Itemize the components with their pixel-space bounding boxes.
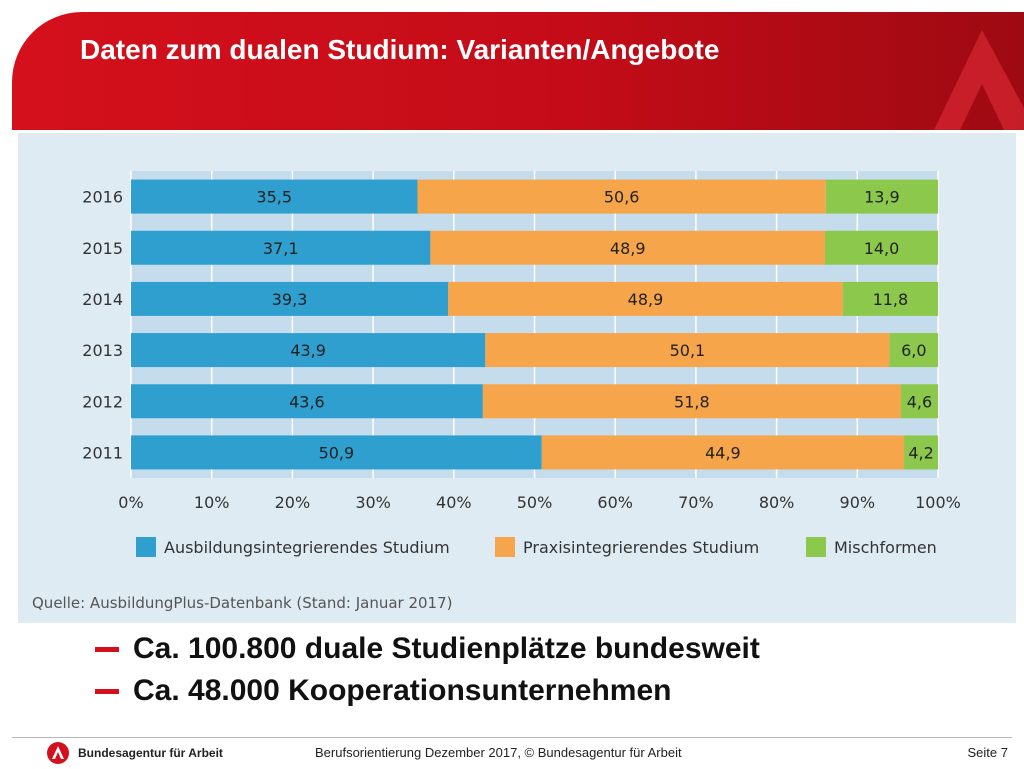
legend-label: Ausbildungsintegrierendes Studium — [164, 538, 450, 557]
bar-segment — [430, 230, 826, 265]
footer-caption: Berufsorientierung Dezember 2017, © Bund… — [315, 745, 682, 760]
data-label: 48,9 — [628, 290, 664, 309]
x-tick-label: 0% — [118, 493, 143, 512]
x-tick-label: 70% — [678, 493, 714, 512]
bar-segment — [448, 281, 843, 316]
data-label: 37,1 — [263, 239, 299, 258]
bar-segment — [131, 179, 418, 214]
category-label: 2015 — [82, 239, 123, 258]
bullet-list: Ca. 100.800 duale Studienplätze bundeswe… — [95, 628, 760, 712]
bar-segment — [131, 281, 449, 316]
legend-label: Mischformen — [834, 538, 937, 557]
category-label: 2013 — [82, 341, 123, 360]
bar-segment — [889, 333, 938, 368]
legend-swatch — [136, 537, 156, 557]
x-tick-label: 50% — [517, 493, 553, 512]
bar-segment — [131, 230, 431, 265]
category-label: 2011 — [82, 443, 123, 462]
data-label: 6,0 — [901, 341, 926, 360]
bar-segment — [131, 384, 483, 419]
x-tick-label: 30% — [355, 493, 391, 512]
x-tick-label: 80% — [759, 493, 795, 512]
bullet-item: Ca. 100.800 duale Studienplätze bundeswe… — [95, 628, 760, 670]
category-label: 2014 — [82, 290, 123, 309]
bar-segment — [541, 435, 905, 470]
data-label: 50,1 — [670, 341, 706, 360]
footer-brand: Bundesagentur für Arbeit — [46, 741, 223, 765]
bullet-dash-icon — [95, 688, 119, 694]
category-label: 2012 — [82, 392, 123, 411]
bar-segment — [904, 435, 938, 470]
data-label: 4,2 — [908, 443, 933, 462]
data-label: 35,5 — [256, 188, 292, 207]
data-label: 14,0 — [864, 239, 900, 258]
bullet-dash-icon — [95, 646, 119, 652]
chart-source: Quelle: AusbildungPlus-Datenbank (Stand:… — [32, 594, 452, 612]
bar-segment — [900, 384, 938, 419]
legend-swatch — [495, 537, 515, 557]
x-tick-label: 10% — [194, 493, 230, 512]
brand-logo-watermark-icon — [934, 30, 1024, 130]
data-label: 51,8 — [674, 392, 710, 411]
data-label: 43,6 — [289, 392, 325, 411]
footer-brand-name: Bundesagentur für Arbeit — [78, 746, 223, 760]
bundesagentur-logo-icon — [47, 742, 69, 764]
header-banner: Daten zum dualen Studium: Varianten/Ange… — [12, 12, 1024, 130]
stacked-bar-chart: 2016 35,5 50,6 13,9 2015 37,1 48,9 14,0 2014 39,3… — [32, 171, 961, 612]
data-label: 11,8 — [873, 290, 909, 309]
page-number: Seite 7 — [967, 745, 1008, 760]
bullet-text: Ca. 48.000 Kooperationsunternehmen — [133, 674, 672, 707]
bar-segment — [825, 179, 938, 214]
data-label: 48,9 — [610, 239, 646, 258]
chart-panel: 2016 35,5 50,6 13,9 2015 37,1 48,9 14,0 2014 39,3… — [18, 133, 1016, 623]
x-tick-label: 90% — [840, 493, 876, 512]
bar-segment — [825, 230, 938, 265]
category-label: 2016 — [82, 188, 123, 207]
legend-label: Praxisintegrierendes Studium — [523, 538, 759, 557]
x-tick-label: 40% — [436, 493, 472, 512]
data-label: 50,6 — [604, 188, 640, 207]
footer-divider — [12, 737, 1012, 738]
data-label: 4,6 — [907, 392, 932, 411]
data-label: 13,9 — [864, 188, 900, 207]
x-tick-label: 20% — [275, 493, 311, 512]
data-label: 43,9 — [290, 341, 326, 360]
data-label: 39,3 — [272, 290, 308, 309]
bar-segment — [842, 281, 938, 316]
bullet-text: Ca. 100.800 duale Studienplätze bundeswe… — [133, 632, 760, 665]
data-label: 44,9 — [705, 443, 741, 462]
bar-segment — [417, 179, 826, 214]
bullet-item: Ca. 48.000 Kooperationsunternehmen — [95, 670, 760, 712]
x-tick-label: 60% — [597, 493, 633, 512]
bar-segment — [131, 435, 542, 470]
bar-segment — [485, 333, 890, 368]
x-tick-label: 100% — [915, 493, 961, 512]
bar-segment — [482, 384, 901, 419]
data-label: 50,9 — [319, 443, 355, 462]
page-title: Daten zum dualen Studium: Varianten/Ange… — [80, 34, 720, 65]
legend-swatch — [806, 537, 826, 557]
bar-segment — [131, 333, 486, 368]
